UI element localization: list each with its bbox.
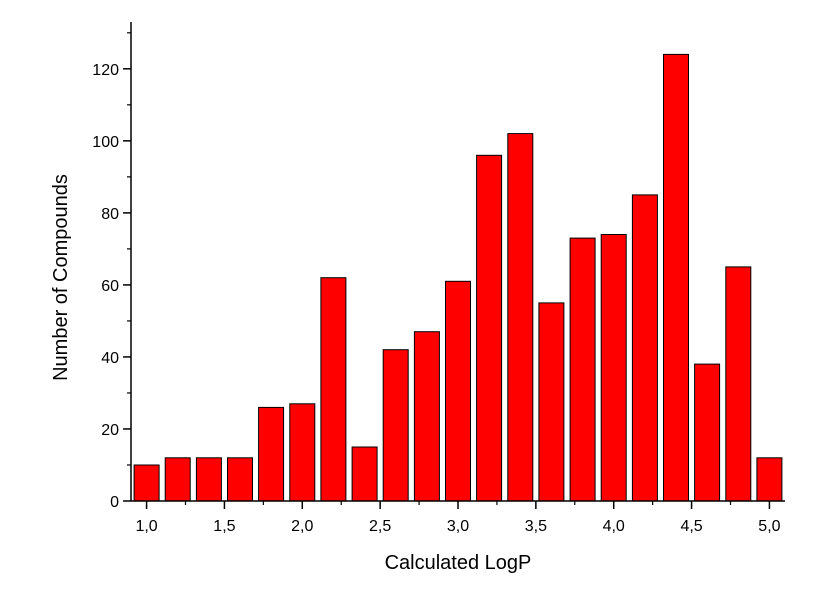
bar-18 xyxy=(694,363,721,502)
bar-8 xyxy=(382,349,409,502)
bar-11 xyxy=(476,154,503,502)
x-tick-label: 1,0 xyxy=(135,518,157,535)
x-tick-label: 4,0 xyxy=(603,518,625,535)
bar-12 xyxy=(507,133,534,502)
bar-9 xyxy=(413,331,440,502)
y-tick-label: 20 xyxy=(101,422,119,439)
x-tick-label: 4,5 xyxy=(680,518,702,535)
bar-3 xyxy=(227,457,253,502)
x-tick-label: 3,0 xyxy=(447,518,469,535)
x-tick-label: 2,5 xyxy=(369,518,391,535)
y-ticks-group: 0 20 40 60 80 100 120 xyxy=(92,32,131,511)
bar-6 xyxy=(320,277,347,502)
bar-13 xyxy=(538,302,565,502)
y-tick-label: 60 xyxy=(101,278,119,295)
x-tick-label: 3,5 xyxy=(525,518,547,535)
bar-20 xyxy=(756,457,783,502)
y-tick-label: 80 xyxy=(101,206,119,223)
y-tick-label: 0 xyxy=(110,494,119,511)
bar-10 xyxy=(445,280,471,502)
bar-19 xyxy=(725,266,752,502)
x-tick-label: 1,5 xyxy=(213,518,235,535)
bar-7 xyxy=(351,446,378,502)
x-axis-title: Calculated LogP xyxy=(385,552,532,574)
y-tick-label: 40 xyxy=(101,350,119,367)
y-axis-title: Number of Compounds xyxy=(50,174,72,381)
bar-0 xyxy=(133,464,160,502)
bars-group xyxy=(133,53,783,502)
bar-14 xyxy=(569,237,596,502)
x-tick-label: 2,0 xyxy=(291,518,313,535)
bar-15 xyxy=(600,234,627,502)
bar-5 xyxy=(289,403,316,502)
bar-4 xyxy=(258,406,285,502)
bar-1 xyxy=(164,457,191,502)
bar-2 xyxy=(195,457,222,502)
x-ticks-group: 1,0 1,5 2,0 2,5 3,0 3,5 4,0 4,5 5,0 xyxy=(135,501,781,535)
y-tick-label: 100 xyxy=(92,134,119,151)
bar-16 xyxy=(631,194,658,502)
y-tick-label: 120 xyxy=(92,62,119,79)
x-tick-label: 5,0 xyxy=(758,518,780,535)
bar-17 xyxy=(663,53,689,502)
